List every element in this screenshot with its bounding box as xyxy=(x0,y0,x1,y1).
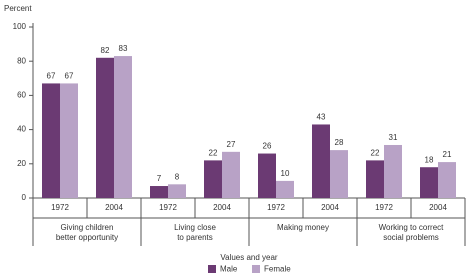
bar xyxy=(150,186,168,198)
bar xyxy=(42,83,60,198)
y-tick-label: 100 xyxy=(13,22,27,31)
y-tick-label: 80 xyxy=(17,56,26,65)
value-label: 27 xyxy=(227,140,236,149)
bar xyxy=(366,160,384,198)
legend-swatch xyxy=(208,265,216,273)
bar xyxy=(258,153,276,198)
value-label: 67 xyxy=(65,72,74,81)
x-tick-label: 2004 xyxy=(321,203,339,212)
bar xyxy=(276,180,294,198)
value-label: 7 xyxy=(157,174,162,183)
x-tick-label: 1972 xyxy=(51,203,69,212)
bar xyxy=(420,167,438,198)
x-tick-label: 2004 xyxy=(105,203,123,212)
y-axis-label: Percent xyxy=(4,4,32,13)
legend-swatch xyxy=(252,265,260,273)
y-tick-label: 60 xyxy=(17,91,26,100)
value-label: 18 xyxy=(425,155,434,164)
legend-label: Female xyxy=(264,265,291,274)
y-tick-label: 0 xyxy=(22,193,27,202)
value-label: 22 xyxy=(209,148,218,157)
value-label: 8 xyxy=(175,172,180,181)
bar xyxy=(204,160,222,198)
value-label: 26 xyxy=(263,142,272,151)
legend-label: Male xyxy=(220,265,238,274)
value-label: 28 xyxy=(335,138,344,147)
bar xyxy=(60,83,78,198)
bar xyxy=(168,184,186,198)
x-tick-label: 2004 xyxy=(429,203,447,212)
y-tick-label: 40 xyxy=(17,125,26,134)
bar xyxy=(96,57,114,198)
value-label: 31 xyxy=(389,133,398,142)
y-tick-label: 20 xyxy=(17,159,26,168)
value-label: 10 xyxy=(281,169,290,178)
bar xyxy=(114,56,132,198)
group-label: Giving children better opportunity xyxy=(55,223,119,242)
x-tick-label: 1972 xyxy=(159,203,177,212)
group-label: Making money xyxy=(276,223,330,232)
bar xyxy=(330,150,348,198)
value-label: 21 xyxy=(443,150,452,159)
group-label: Working to correct social problems xyxy=(378,223,444,242)
value-label: 43 xyxy=(317,113,326,122)
value-label: 22 xyxy=(371,148,380,157)
x-tick-label: 2004 xyxy=(213,203,231,212)
value-label: 83 xyxy=(119,44,128,53)
value-label: 82 xyxy=(101,46,110,55)
bar xyxy=(438,162,456,198)
bar xyxy=(312,124,330,198)
group-label: Living close to parents xyxy=(174,223,216,242)
bar xyxy=(384,144,402,198)
value-label: 67 xyxy=(47,72,56,81)
x-axis-label: Values and year xyxy=(220,253,278,262)
bar xyxy=(222,151,240,198)
x-tick-label: 1972 xyxy=(267,203,285,212)
x-tick-label: 1972 xyxy=(375,203,393,212)
